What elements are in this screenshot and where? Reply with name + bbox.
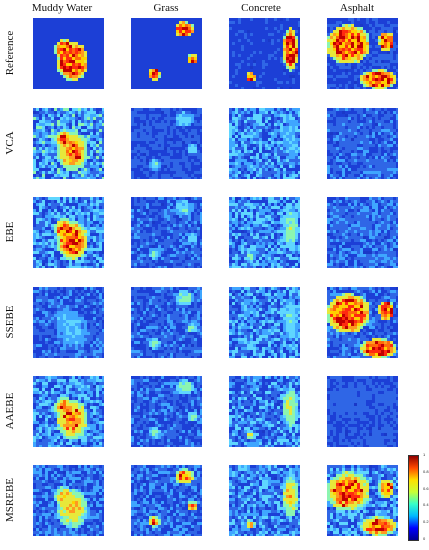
- abundance-map-ssebe-concrete: [229, 287, 300, 358]
- abundance-map-aaebe-grass: [131, 376, 202, 447]
- row-label-msrebe: MSREBE: [4, 478, 16, 523]
- abundance-map-vca-grass: [131, 108, 202, 179]
- colorbar-tick-label: 0: [423, 536, 426, 541]
- abundance-map-image: [131, 197, 202, 268]
- abundance-map-image: [33, 376, 104, 447]
- abundance-map-image: [131, 108, 202, 179]
- row-label-aaebe: AAEBE: [4, 392, 16, 430]
- abundance-map-reference-concrete: [229, 18, 300, 89]
- abundance-map-image: [229, 197, 300, 268]
- abundance-map-image: [33, 465, 104, 536]
- abundance-map-image: [327, 287, 398, 358]
- abundance-map-image: [229, 108, 300, 179]
- abundance-map-image: [33, 197, 104, 268]
- abundance-map-image: [131, 18, 202, 89]
- column-label-concrete: Concrete: [241, 2, 281, 14]
- abundance-map-reference-grass: [131, 18, 202, 89]
- row-label-ebe: EBE: [4, 221, 16, 243]
- abundance-map-ebe-concrete: [229, 197, 300, 268]
- abundance-map-image: [327, 197, 398, 268]
- abundance-map-msrebe-concrete: [229, 465, 300, 536]
- abundance-map-ssebe-grass: [131, 287, 202, 358]
- abundance-map-image: [327, 18, 398, 89]
- colorbar-tick-label: 0.8: [423, 468, 429, 474]
- abundance-map-image: [229, 287, 300, 358]
- abundance-map-ssebe-asphalt: [327, 287, 398, 358]
- row-label-ssebe: SSEBE: [4, 305, 16, 339]
- abundance-map-ebe-grass: [131, 197, 202, 268]
- abundance-map-ebe-muddy-water: [33, 197, 104, 268]
- abundance-map-image: [327, 465, 398, 536]
- abundance-map-aaebe-concrete: [229, 376, 300, 447]
- colorbar: [408, 455, 419, 541]
- abundance-map-vca-asphalt: [327, 108, 398, 179]
- colorbar-tick-label: 0.4: [423, 502, 429, 508]
- abundance-map-image: [327, 108, 398, 179]
- abundance-map-msrebe-grass: [131, 465, 202, 536]
- abundance-map-reference-asphalt: [327, 18, 398, 89]
- abundance-map-image: [131, 376, 202, 447]
- colorbar-tick-label: 0.2: [423, 519, 429, 525]
- column-label-grass: Grass: [153, 2, 179, 14]
- abundance-map-image: [229, 465, 300, 536]
- column-label-asphalt: Asphalt: [339, 2, 375, 14]
- abundance-map-aaebe-muddy-water: [33, 376, 104, 447]
- abundance-map-msrebe-muddy-water: [33, 465, 104, 536]
- abundance-map-image: [229, 376, 300, 447]
- abundance-map-reference-muddy-water: [33, 18, 104, 89]
- abundance-map-image: [33, 108, 104, 179]
- abundance-map-ssebe-muddy-water: [33, 287, 104, 358]
- abundance-map-image: [33, 287, 104, 358]
- abundance-map-image: [33, 18, 104, 89]
- abundance-map-image: [131, 465, 202, 536]
- colorbar-tick-label: 0.6: [423, 485, 429, 491]
- abundance-map-aaebe-asphalt: [327, 376, 398, 447]
- abundance-map-image: [229, 18, 300, 89]
- colorbar-tick-label: 1: [423, 452, 426, 457]
- abundance-map-msrebe-asphalt: [327, 465, 398, 536]
- abundance-map-vca-muddy-water: [33, 108, 104, 179]
- abundance-map-vca-concrete: [229, 108, 300, 179]
- abundance-map-image: [131, 287, 202, 358]
- column-label-muddy-water: Muddy Water: [31, 2, 93, 14]
- row-label-reference: Reference: [4, 30, 16, 76]
- row-label-vca: VCA: [4, 131, 16, 155]
- abundance-map-image: [327, 376, 398, 447]
- abundance-map-ebe-asphalt: [327, 197, 398, 268]
